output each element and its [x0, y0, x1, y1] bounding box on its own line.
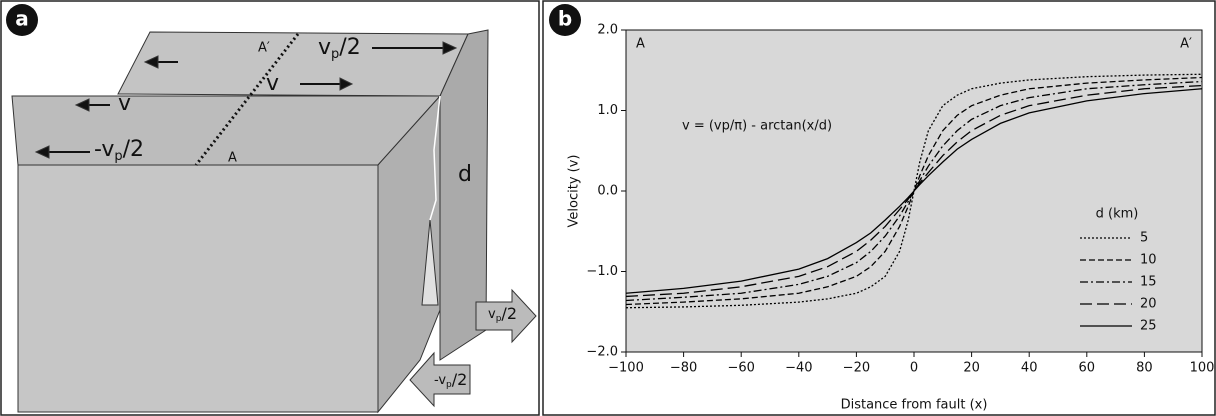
legend-label: 20 [1140, 297, 1157, 312]
panel-label: b [558, 7, 572, 31]
y-tick-label: 2.0 [597, 23, 618, 38]
y-axis-label: Velocity (v) [567, 155, 582, 228]
label-part: -v [94, 137, 114, 162]
arrow-label: -vp/2 [434, 370, 467, 390]
arrow-label: vp/2 [488, 304, 517, 324]
x-tick-label: −80 [670, 361, 697, 376]
label-part: p [496, 314, 502, 324]
x-tick-label: 60 [1079, 361, 1096, 376]
label-neg-vp-half: -vp/2 [94, 137, 144, 164]
label-vp-half: vp/2 [318, 35, 361, 62]
x-tick-label: 40 [1021, 361, 1038, 376]
equation: v = (vp/π) - arctan(x/d) [682, 119, 832, 134]
y-tick-label: 1.0 [597, 103, 618, 118]
label-a-prime: A′ [258, 41, 270, 56]
x-tick-label: −100 [608, 361, 644, 376]
x-tick-label: 100 [1190, 361, 1215, 376]
x-tick-label: 80 [1136, 361, 1153, 376]
x-tick-label: 20 [963, 361, 980, 376]
x-axis-label: Distance from fault (x) [841, 398, 988, 413]
label-part: p [331, 47, 339, 62]
legend-label: 10 [1140, 253, 1157, 268]
series-line [625, 73, 1203, 309]
y-tick-label: −2.0 [586, 345, 618, 360]
annotation: A [636, 37, 645, 52]
label-a: A [228, 151, 237, 166]
label-v: v [266, 71, 279, 96]
legend-label: 5 [1140, 231, 1148, 246]
series-line [625, 88, 1203, 294]
y-tick-label: 0.0 [597, 184, 618, 199]
label-part: p [114, 149, 122, 164]
x-tick-label: 0 [910, 361, 918, 376]
legend-label: 15 [1140, 275, 1157, 290]
label-part: /2 [339, 35, 360, 60]
label-part: v [318, 35, 331, 60]
chart: −100 −80 −60 −40 −20 0 20 40 60 80 100 −2.0 −1.0 0.0 1… [549, 4, 1214, 413]
annotation: A′ [1180, 37, 1192, 52]
label-part: /2 [501, 304, 517, 323]
block-diagram [11, 29, 537, 414]
label-d: d [458, 162, 472, 187]
y-tick-label: −1.0 [586, 264, 618, 279]
label-part: /2 [123, 137, 144, 162]
label-part: v [488, 307, 496, 322]
x-tick-label: −20 [843, 361, 870, 376]
legend-label: 25 [1140, 319, 1157, 334]
label-v: v [118, 91, 131, 116]
series-line [625, 80, 1203, 302]
panel-label: a [15, 7, 29, 31]
label-part: -v [434, 373, 446, 388]
label-part: p [446, 380, 452, 390]
legend-title: d (km) [1096, 207, 1139, 222]
label-part: /2 [452, 370, 468, 389]
x-tick-label: −60 [727, 361, 754, 376]
panel-b-badge [549, 4, 581, 36]
panel-a-badge [6, 4, 38, 36]
x-tick-label: −40 [785, 361, 812, 376]
